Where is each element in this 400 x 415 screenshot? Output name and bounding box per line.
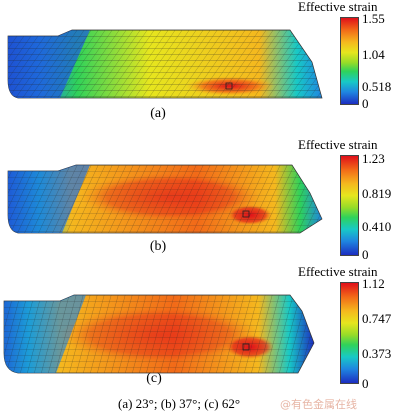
legend-tick-2-c: 0.747 [362,311,392,326]
strain-contour-plot-a [7,29,323,99]
legend-tick-2-a: 1.04 [362,47,385,62]
legend-tick-3-a: 0.518 [362,79,392,94]
watermark-text: @有色金属在线 [280,398,357,411]
legend-colorbar-c [340,282,359,384]
legend-title-c: Effective strain [298,264,378,279]
figure-panel-c: (c) Effective strain 1.12 0.747 0.373 0 [0,265,400,395]
figure-panel-b: (b) Effective strain 1.23 0.819 0.410 0 [0,135,400,265]
panel-label-b: (b) [149,239,167,254]
panel-label-a: (a) [150,106,166,121]
legend-colorbar-a [340,17,359,105]
legend-tick-min-c: 0 [362,376,369,391]
legend-tick-3-c: 0.373 [362,346,392,361]
legend-tick-max-b: 1.23 [362,151,385,166]
legend-tick-min-a: 0 [362,96,369,111]
panel-label-c: (c) [146,371,162,386]
strain-contour-plot-c [3,294,315,374]
figure-panel-a: (a) Effective strain 1.55 1.04 0.518 0 [0,0,400,130]
legend-tick-max-a: 1.55 [362,11,385,26]
legend-tick-3-b: 0.410 [362,219,392,234]
strain-contour-plot-b [7,164,323,234]
legend-title-b: Effective strain [298,137,378,152]
legend-colorbar-b [340,155,359,256]
figure-caption: (a) 23°; (b) 37°; (c) 62° [118,396,241,411]
legend-tick-max-c: 1.12 [362,276,385,291]
legend-title-a: Effective strain [298,0,378,14]
legend-tick-2-b: 0.819 [362,186,392,201]
legend-tick-min-b: 0 [362,247,369,262]
